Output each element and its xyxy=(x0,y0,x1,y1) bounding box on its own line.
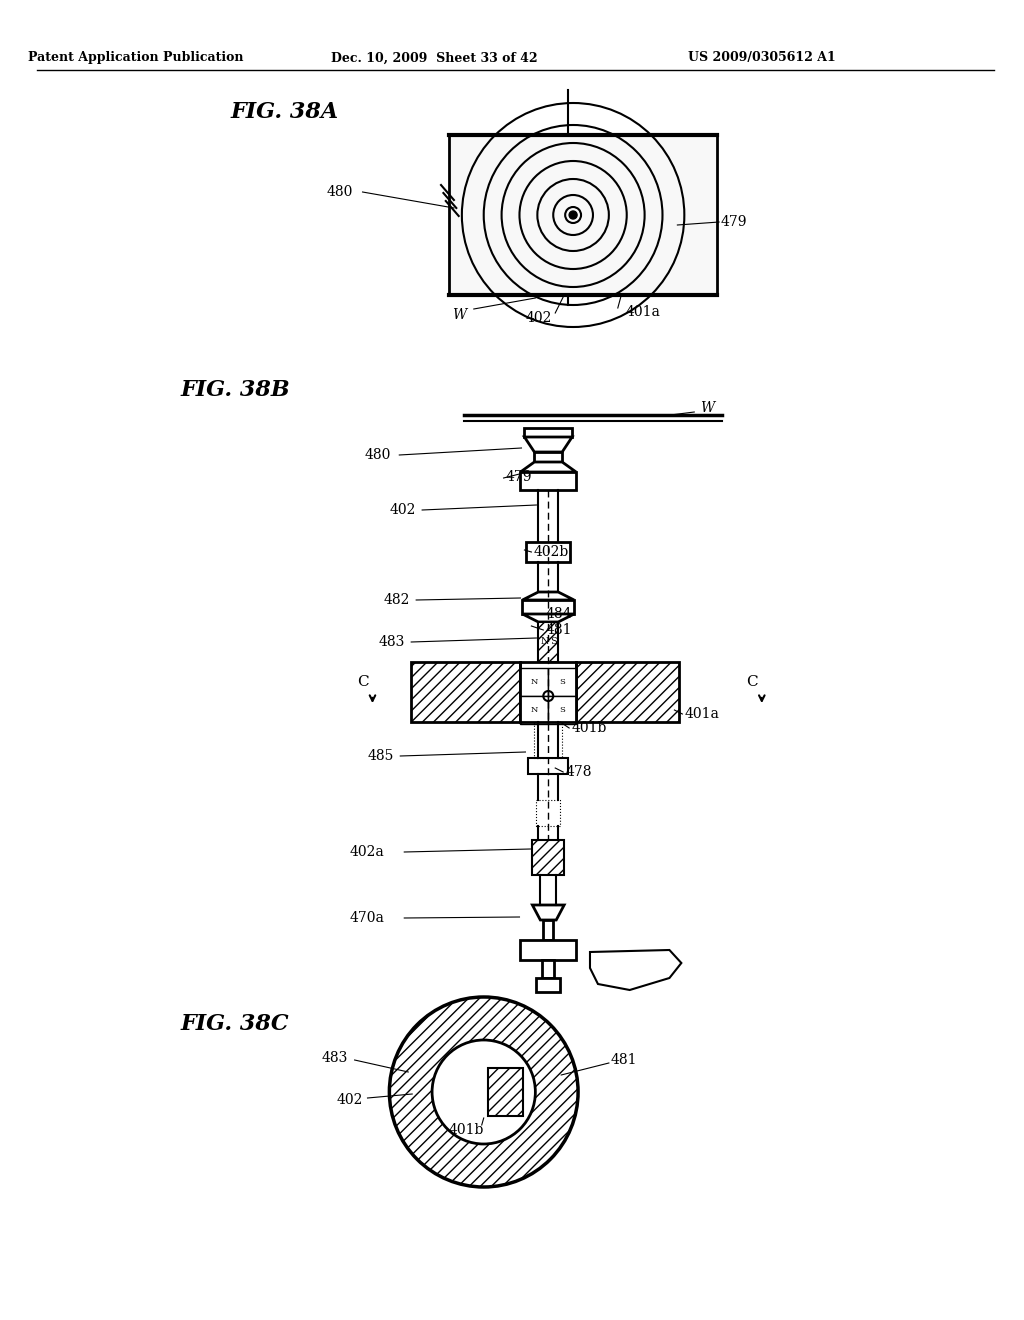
Polygon shape xyxy=(577,663,679,722)
Text: W: W xyxy=(452,308,466,322)
Circle shape xyxy=(389,997,579,1187)
Text: N: N xyxy=(541,638,550,647)
Polygon shape xyxy=(524,437,572,451)
Text: 402: 402 xyxy=(337,1093,362,1107)
Circle shape xyxy=(432,1040,536,1144)
Text: FIG. 38B: FIG. 38B xyxy=(181,379,291,401)
Text: 401a: 401a xyxy=(684,708,719,721)
Text: Dec. 10, 2009  Sheet 33 of 42: Dec. 10, 2009 Sheet 33 of 42 xyxy=(331,51,538,65)
Text: C: C xyxy=(746,675,758,689)
Polygon shape xyxy=(535,451,562,462)
Polygon shape xyxy=(520,940,577,960)
Polygon shape xyxy=(520,668,548,696)
Polygon shape xyxy=(548,668,577,696)
Text: FIG. 38A: FIG. 38A xyxy=(230,102,339,123)
Text: 402: 402 xyxy=(389,503,416,517)
Text: C: C xyxy=(356,675,369,689)
Polygon shape xyxy=(539,622,558,663)
Text: 482: 482 xyxy=(383,593,410,607)
Text: 483: 483 xyxy=(378,635,404,649)
Text: 485: 485 xyxy=(368,748,393,763)
Text: 402b: 402b xyxy=(534,545,568,558)
Text: 478: 478 xyxy=(565,766,592,779)
Text: 401b: 401b xyxy=(449,1123,483,1137)
Text: S: S xyxy=(559,678,565,686)
Polygon shape xyxy=(532,840,564,875)
Text: US 2009/0305612 A1: US 2009/0305612 A1 xyxy=(688,51,836,65)
Polygon shape xyxy=(522,614,574,622)
Polygon shape xyxy=(520,473,577,490)
Text: S: S xyxy=(550,638,557,647)
Polygon shape xyxy=(544,920,553,940)
Polygon shape xyxy=(520,696,548,723)
Text: Patent Application Publication: Patent Application Publication xyxy=(29,51,244,65)
Polygon shape xyxy=(522,591,574,601)
Polygon shape xyxy=(537,978,560,993)
Polygon shape xyxy=(532,906,564,920)
Text: 480: 480 xyxy=(327,185,353,199)
Text: 479: 479 xyxy=(720,215,746,228)
Polygon shape xyxy=(590,950,681,990)
Text: 401a: 401a xyxy=(626,305,660,319)
Text: S: S xyxy=(559,706,565,714)
Text: N: N xyxy=(530,706,538,714)
Polygon shape xyxy=(487,1068,523,1115)
Polygon shape xyxy=(543,960,554,978)
Text: 480: 480 xyxy=(365,447,390,462)
Polygon shape xyxy=(524,428,572,437)
Polygon shape xyxy=(520,462,577,473)
Text: W: W xyxy=(700,401,715,414)
Text: 484: 484 xyxy=(546,607,571,620)
Text: 481: 481 xyxy=(546,623,571,638)
Polygon shape xyxy=(528,758,568,774)
Text: N: N xyxy=(530,678,538,686)
Polygon shape xyxy=(548,696,577,723)
Text: 470a: 470a xyxy=(349,911,384,925)
Polygon shape xyxy=(449,135,717,294)
Text: 479: 479 xyxy=(506,470,532,484)
Text: 402a: 402a xyxy=(349,845,384,859)
Text: 483: 483 xyxy=(322,1051,348,1065)
Text: FIG. 38C: FIG. 38C xyxy=(181,1012,290,1035)
Polygon shape xyxy=(526,543,570,562)
Text: 401b: 401b xyxy=(571,721,606,735)
Text: 481: 481 xyxy=(611,1053,637,1067)
Polygon shape xyxy=(412,663,520,722)
Text: 402: 402 xyxy=(525,312,552,325)
Circle shape xyxy=(569,211,578,219)
Polygon shape xyxy=(522,601,574,614)
